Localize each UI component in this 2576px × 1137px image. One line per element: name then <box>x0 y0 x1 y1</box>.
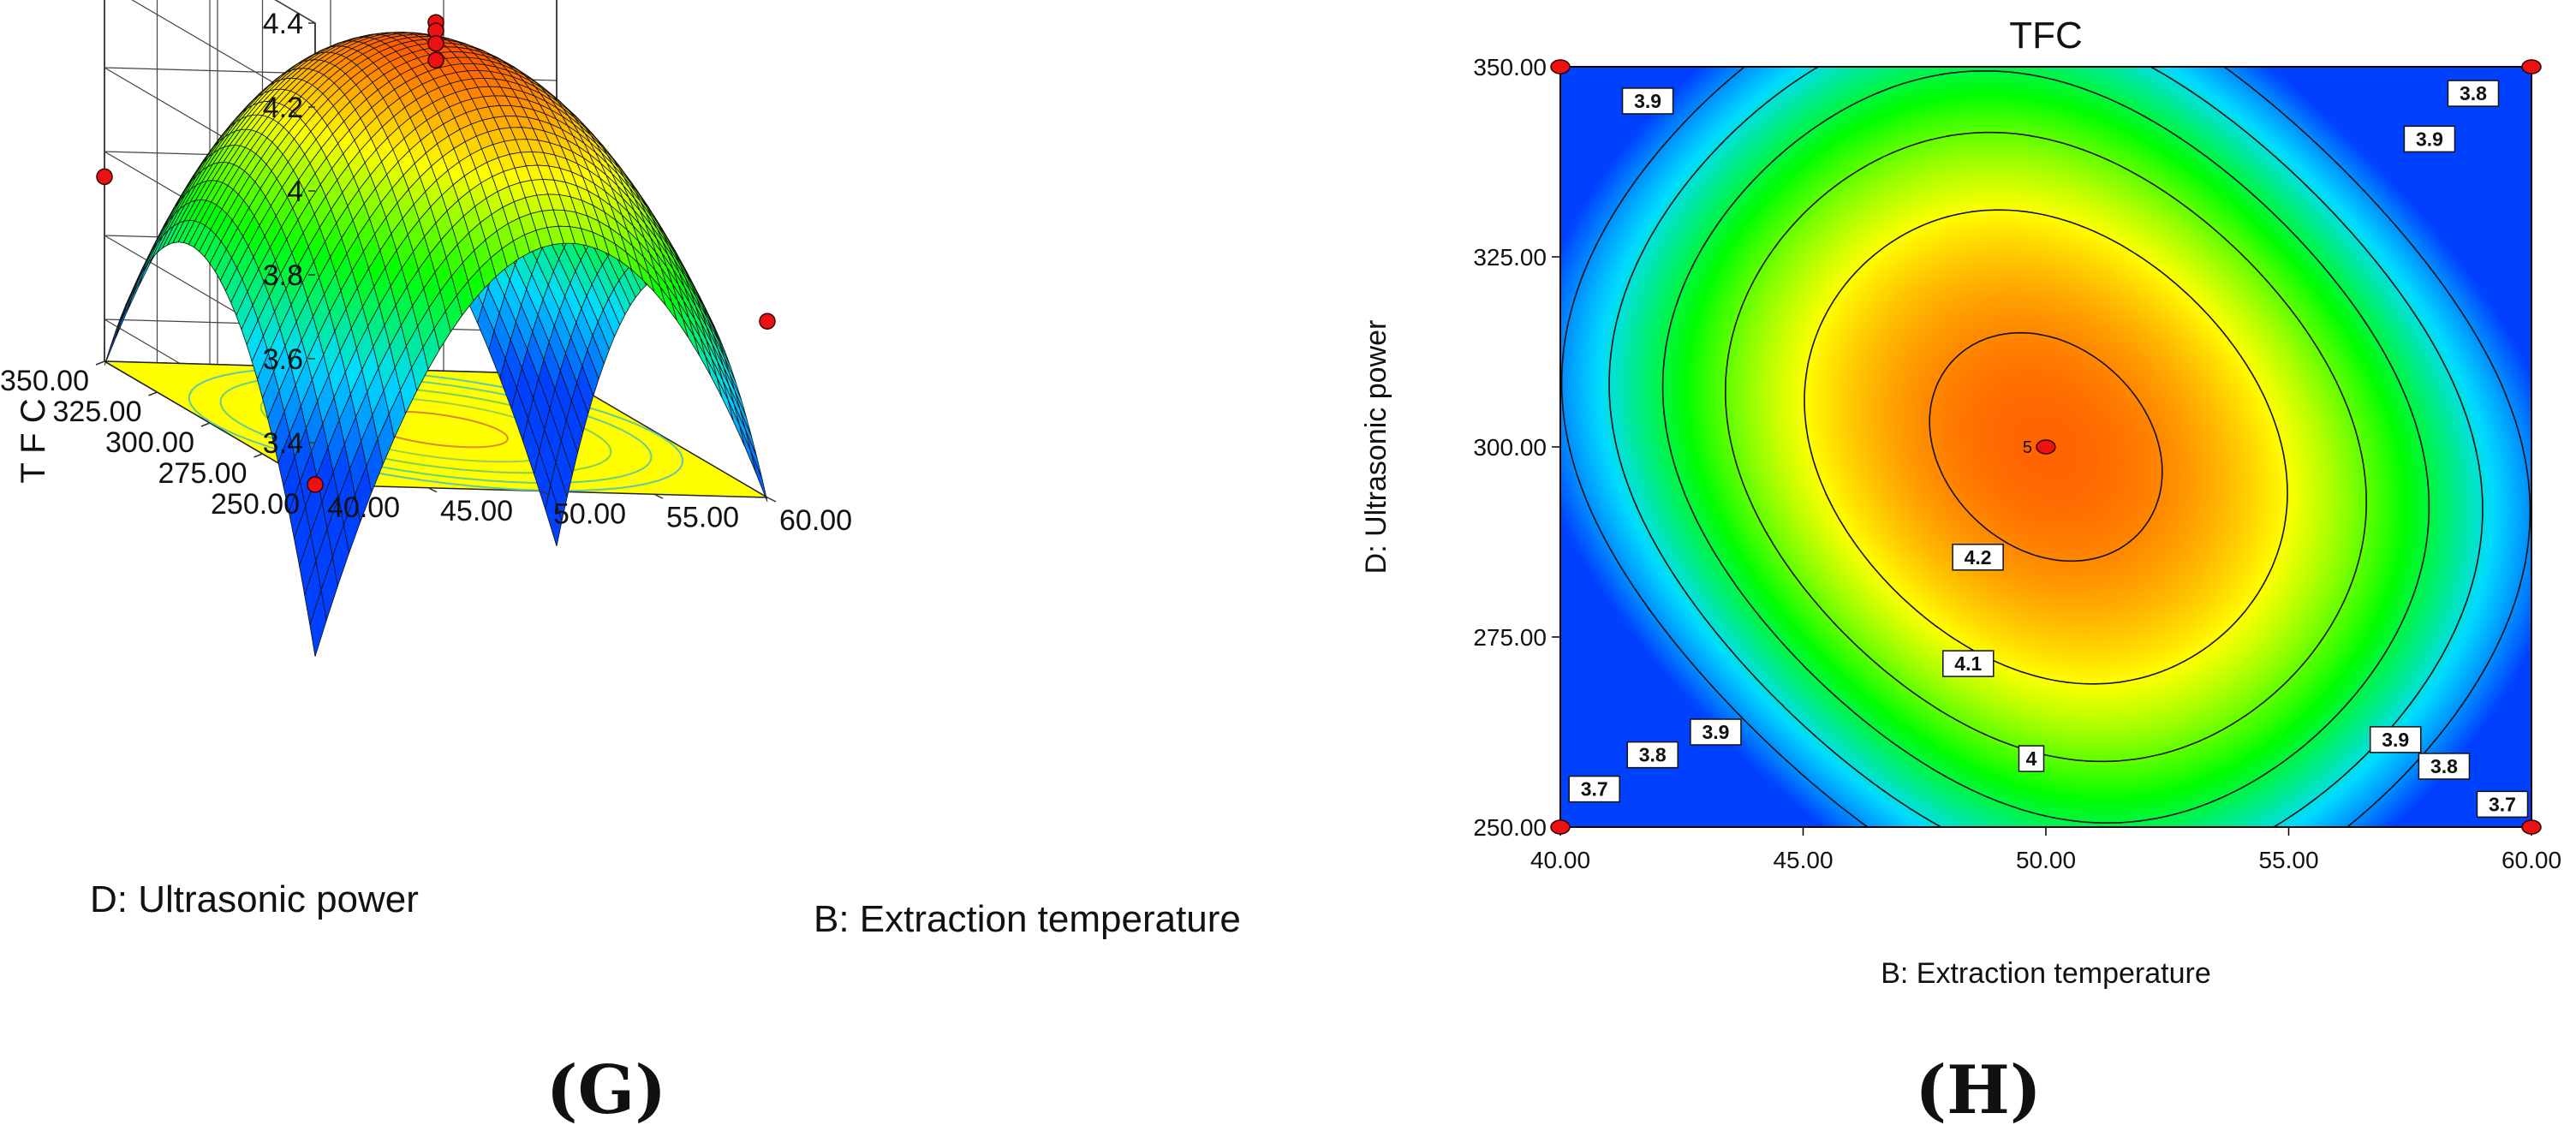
contour-design-points: 5 <box>1550 59 2542 835</box>
surface-facet <box>750 450 768 503</box>
y-axis-label: D: Ultrasonic power <box>90 878 419 920</box>
x-tick-label: 55.00 <box>2258 847 2318 873</box>
contour-label-box <box>2418 753 2471 780</box>
contour-label-box <box>2018 745 2045 772</box>
x-tick-label: 45.00 <box>1773 847 1833 873</box>
contour-level-labels: 3.9 3.8 3.9 4.2 4.1 3.9 3.9 4 3.8 3.8 3.7 3.7 <box>1568 80 2529 819</box>
contour-plot: TFC 40.00 45.00 50.00 55.00 60.00 250.00 275.0… <box>1360 15 2561 1129</box>
design-point <box>96 168 113 186</box>
x-tick-label: 50.00 <box>553 498 626 531</box>
contour-label: 4.1 <box>1954 652 1982 675</box>
x-tick-label: 40.00 <box>1530 847 1590 873</box>
z-tick-label: 4.4 <box>263 8 303 40</box>
contour-line <box>1608 67 2484 827</box>
design-point <box>427 34 444 52</box>
x-tick-label: 60.00 <box>2501 847 2561 873</box>
y-tick-label: 325.00 <box>1473 244 1547 271</box>
design-point <box>1550 59 1571 74</box>
contour-label: 3.8 <box>2430 755 2458 777</box>
x-tick-label: 60.00 <box>779 504 852 537</box>
x-tick-mark <box>653 493 664 499</box>
y-tick-mark <box>95 360 105 366</box>
contour-label: 3.9 <box>1702 721 1729 743</box>
design-point <box>2036 439 2056 455</box>
contour-line <box>1560 67 2531 827</box>
y-tick-mark <box>148 391 158 396</box>
floor-contour-ring <box>219 374 653 485</box>
y-tick-mark <box>200 422 211 427</box>
contour-label: 3.7 <box>2489 793 2516 815</box>
x-tick-label: 45.00 <box>440 495 513 527</box>
wall-grid-line <box>131 0 316 108</box>
x-tick-label: 40.00 <box>327 491 400 524</box>
design-point <box>2521 59 2542 74</box>
contour-label: 3.7 <box>1581 778 1608 801</box>
floor-contour-ring <box>188 366 684 492</box>
x-tick-label: 55.00 <box>666 501 739 533</box>
x-tick-mark <box>766 497 777 503</box>
contour-label-box <box>1942 650 1995 677</box>
contour-label: 3.9 <box>1634 90 1661 112</box>
contour-label: 4 <box>2026 747 2037 770</box>
contour-line <box>1929 331 2163 563</box>
contour-label: 3.8 <box>1639 744 1667 766</box>
surface-tick-labels: 3.4 3.6 3.8 4 4.2 4.4 250.00275.00300.00325.00… <box>0 8 852 537</box>
contour-label-box <box>2369 726 2422 753</box>
surface-plot-3d: 3.4 3.6 3.8 4 4.2 4.4 250.00275.00300.00325.00… <box>0 0 1241 1129</box>
y-tick-label: 275.00 <box>158 457 247 490</box>
design-point <box>2521 819 2542 835</box>
z-tick-label: 3.4 <box>263 427 303 460</box>
z-tick-label: 3.6 <box>263 343 303 376</box>
panel-label-h: (H) <box>1915 1051 2042 1129</box>
contour-lines <box>1560 67 2531 827</box>
surface-design-points <box>96 14 776 493</box>
y-tick-label: 250.00 <box>211 488 300 521</box>
y-tick-label: 350.00 <box>0 365 89 397</box>
contour-title: TFC <box>2009 15 2083 57</box>
z-tick-label: 4 <box>287 176 303 208</box>
contour-label: 3.9 <box>2382 729 2409 751</box>
contour-label-box <box>1626 741 1679 769</box>
z-tick-label: 3.8 <box>263 259 303 292</box>
contour-axes: 40.00 45.00 50.00 55.00 60.00 250.00 275.00 300… <box>1473 54 2561 873</box>
contour-label-box <box>1621 87 1674 115</box>
x-tick-label: 50.00 <box>2016 847 2076 873</box>
design-point <box>1550 819 1571 835</box>
y-tick-label: 300.00 <box>1473 434 1547 461</box>
x-axis-label: B: Extraction temperature <box>814 898 1241 940</box>
x-tick-mark <box>427 487 438 493</box>
contour-y-axis-label: D: Ultrasonic power <box>1360 320 1392 574</box>
y-tick-mark <box>253 453 263 458</box>
design-point <box>759 313 776 330</box>
y-tick-label: 325.00 <box>53 396 142 428</box>
contour-label-box <box>2447 80 2500 107</box>
contour-label-box <box>1690 718 1742 746</box>
contour-line <box>1661 70 2430 824</box>
contour-label: 3.8 <box>2460 82 2487 104</box>
z-axis-label: T F C <box>15 398 52 483</box>
contour-line <box>1804 209 2288 685</box>
contour-label-box <box>1568 775 1620 803</box>
contour-label-box <box>2403 125 2456 153</box>
contour-label-box <box>2476 790 2529 819</box>
y-tick-label: 275.00 <box>1473 624 1547 651</box>
contour-line <box>1725 131 2367 763</box>
design-point <box>427 51 444 69</box>
x-tick-mark <box>540 490 551 497</box>
design-point <box>307 476 324 493</box>
contour-x-axis-label: B: Extraction temperature <box>1881 957 2211 990</box>
panel-label-g: (G) <box>546 1051 666 1129</box>
contour-label: 3.9 <box>2416 128 2443 150</box>
contour-label: 4.2 <box>1965 546 1992 568</box>
y-tick-label: 350.00 <box>1473 54 1547 80</box>
y-tick-label: 250.00 <box>1473 814 1547 841</box>
y-tick-label: 300.00 <box>105 426 194 459</box>
contour-label-box <box>1952 544 2004 571</box>
center-replicate-count: 5 <box>2023 438 2032 457</box>
z-tick-label: 4.2 <box>263 92 303 124</box>
